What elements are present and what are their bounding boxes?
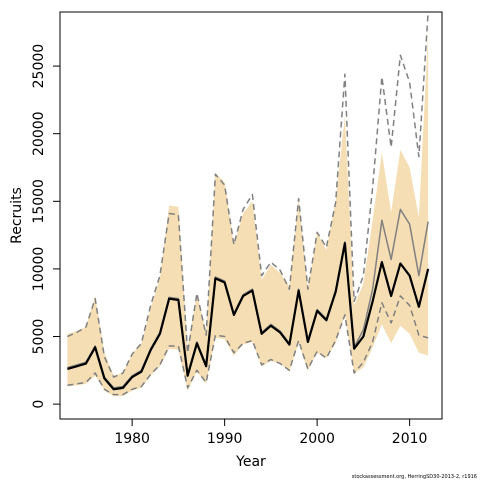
y-axis: 0 5000 10000 15000 20000 25000 (31, 44, 60, 409)
y-tick-label: 0 (31, 400, 47, 409)
previous-upper-line (67, 11, 429, 378)
y-tick-label: 25000 (31, 44, 47, 89)
y-tick-label: 20000 (31, 111, 47, 156)
y-axis-title: Recruits (9, 187, 25, 244)
plot-frame (59, 11, 443, 420)
plot-area (67, 11, 430, 397)
y-tick-label: 15000 (31, 179, 47, 224)
estimate-line (67, 242, 430, 391)
credit-text: stockassessment.org, HerringSD30-2013-2,… (352, 474, 477, 480)
y-tick-label: 10000 (31, 247, 47, 292)
x-tick-label: 1990 (207, 431, 243, 447)
confidence-band (67, 32, 429, 397)
y-tick-label: 5000 (31, 319, 47, 355)
previous-lower-line (67, 295, 429, 396)
x-axis-title: Year (235, 454, 266, 470)
x-tick-label: 2010 (392, 431, 428, 447)
x-tick-label: 1980 (114, 431, 150, 447)
x-axis: 1980 1990 2000 2010 (114, 419, 427, 447)
x-tick-label: 2000 (299, 431, 335, 447)
